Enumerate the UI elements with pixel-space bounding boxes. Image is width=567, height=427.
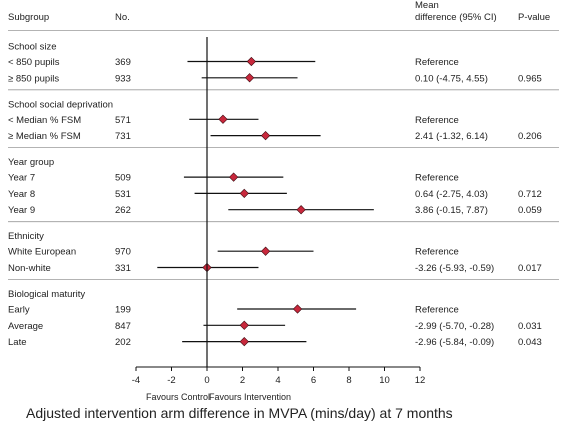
favours-intervention-label: Favours Intervention — [209, 392, 291, 402]
row-ci-text: -2.99 (-5.70, -0.28) — [415, 321, 494, 332]
point-estimate — [296, 205, 306, 215]
x-tick-label: 8 — [346, 375, 351, 386]
row-ci-text: 2.41 (-1.32, 6.14) — [415, 131, 488, 142]
x-axis: -4 -2 0 2 4 6 8 10 12 — [132, 37, 426, 386]
row-label: Year 7 — [8, 173, 35, 184]
point-estimate — [239, 336, 249, 347]
forest-row: ≥ Median % FSM 731 2.41 (-1.32, 6.14) 0.206 — [8, 130, 542, 142]
x-tick-label: 2 — [240, 375, 245, 386]
row-label: Year 9 — [8, 205, 35, 216]
header-pvalue: P-value — [518, 12, 550, 23]
x-tick-label: 4 — [275, 375, 280, 386]
group-title: Year group — [8, 157, 54, 168]
row-n: 202 — [115, 337, 131, 348]
row-n: 847 — [115, 321, 131, 332]
forest-row: Late 202 -2.96 (-5.84, -0.09) 0.043 — [8, 336, 542, 348]
forest-row: Average 847 -2.99 (-5.70, -0.28) 0.031 — [8, 320, 542, 332]
point-estimate — [260, 130, 271, 141]
forest-row: Year 9 262 3.86 (-0.15, 7.87) 0.059 — [8, 205, 542, 216]
point-estimate — [246, 56, 256, 67]
row-ci-text: Reference — [415, 57, 459, 68]
row-ci-text: Reference — [415, 305, 459, 316]
row-p-value: 0.206 — [518, 131, 542, 142]
row-ci-text: 0.64 (-2.75, 4.03) — [415, 189, 488, 200]
group-title: Biological maturity — [8, 289, 85, 300]
forest-row: White European 970 Reference — [8, 246, 459, 258]
x-tick-label: 6 — [311, 375, 316, 386]
group-title: School social deprivation — [8, 99, 113, 110]
row-label: White European — [8, 247, 76, 258]
header-subgroup: Subgroup — [8, 12, 49, 23]
row-ci-text: -3.26 (-5.93, -0.59) — [415, 263, 494, 274]
forest-row: Year 7 509 Reference — [8, 172, 459, 184]
group-title: Ethnicity — [8, 231, 44, 242]
row-n: 531 — [115, 189, 131, 200]
point-estimate — [239, 188, 249, 199]
row-p-value: 0.965 — [518, 73, 542, 84]
group-title: School size — [8, 42, 57, 53]
x-tick-label: 12 — [415, 375, 426, 386]
row-p-value: 0.043 — [518, 337, 542, 348]
row-label: < Median % FSM — [8, 115, 81, 126]
favours-control-label: Favours Control — [146, 392, 210, 402]
row-label: Non-white — [8, 263, 51, 274]
x-tick-label: -4 — [132, 375, 140, 386]
point-estimate — [229, 172, 239, 182]
row-label: < 850 pupils — [8, 57, 60, 68]
forest-row: < 850 pupils 369 Reference — [8, 56, 459, 68]
point-estimate — [218, 114, 228, 124]
row-n: 933 — [115, 73, 131, 84]
row-p-value: 0.712 — [518, 189, 542, 200]
row-n: 262 — [115, 205, 131, 216]
row-n: 571 — [115, 115, 131, 126]
x-tick-label: 10 — [379, 375, 390, 386]
row-p-value: 0.059 — [518, 205, 542, 216]
forest-row: ≥ 850 pupils 933 0.10 (-4.75, 4.55) 0.965 — [8, 73, 542, 84]
row-ci-text: -2.96 (-5.84, -0.09) — [415, 337, 494, 348]
row-label: Year 8 — [8, 189, 35, 200]
row-n: 970 — [115, 247, 131, 258]
header-diff-line2: difference (95% CI) — [415, 12, 497, 23]
forest-row: Non-white 331 -3.26 (-5.93, -0.59) 0.017 — [8, 262, 542, 274]
row-n: 331 — [115, 263, 131, 274]
row-p-value: 0.017 — [518, 263, 542, 274]
row-ci-text: 3.86 (-0.15, 7.87) — [415, 205, 488, 216]
row-label: ≥ 850 pupils — [8, 73, 59, 84]
forest-row: Early 199 Reference — [8, 304, 459, 316]
forest-row: Year 8 531 0.64 (-2.75, 4.03) 0.712 — [8, 188, 542, 200]
header-diff-line1: Mean — [415, 0, 439, 11]
row-label: ≥ Median % FSM — [8, 131, 81, 142]
row-ci-text: Reference — [415, 115, 459, 126]
row-n: 199 — [115, 305, 131, 316]
x-axis-title: Adjusted intervention arm difference in … — [26, 405, 453, 421]
header-n: No. — [115, 12, 130, 23]
forest-row: < Median % FSM 571 Reference — [8, 114, 459, 126]
point-estimate — [244, 73, 255, 83]
x-tick-label: 0 — [204, 375, 209, 386]
point-estimate — [292, 304, 303, 314]
row-n: 369 — [115, 57, 131, 68]
row-ci-text: 0.10 (-4.75, 4.55) — [415, 73, 488, 84]
x-tick-label: -2 — [167, 375, 175, 386]
row-n: 509 — [115, 173, 131, 184]
row-label: Average — [8, 321, 43, 332]
forest-rows: School size < 850 pupils 369 Reference ≥ 850… — [8, 30, 559, 348]
row-ci-text: Reference — [415, 247, 459, 258]
row-label: Early — [8, 305, 30, 316]
row-ci-text: Reference — [415, 173, 459, 184]
row-p-value: 0.031 — [518, 321, 542, 332]
point-estimate — [239, 320, 249, 330]
row-label: Late — [8, 337, 27, 348]
row-n: 731 — [115, 131, 131, 142]
point-estimate — [260, 246, 271, 256]
